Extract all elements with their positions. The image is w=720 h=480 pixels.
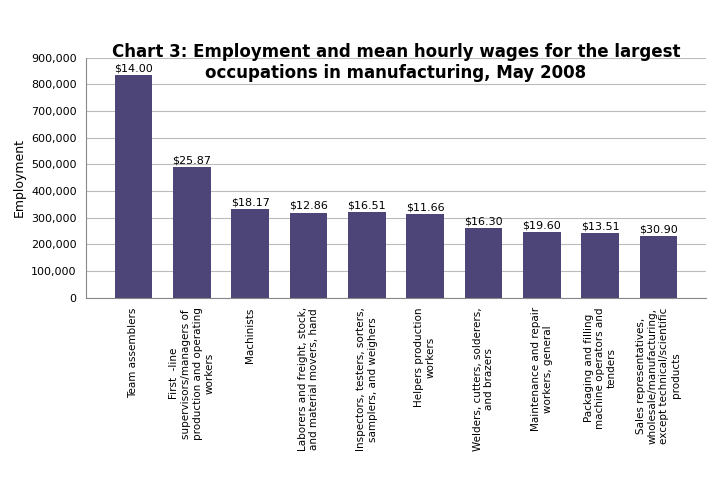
Bar: [523, 232, 561, 298]
Text: $18.17: $18.17: [230, 197, 269, 207]
Bar: [639, 236, 678, 298]
Text: $30.90: $30.90: [639, 224, 678, 234]
Text: $16.30: $16.30: [464, 216, 503, 227]
Bar: [231, 209, 269, 298]
Bar: [464, 228, 503, 298]
Text: Chart 3: Employment and mean hourly wages for the largest
occupations in manufac: Chart 3: Employment and mean hourly wage…: [112, 43, 680, 82]
Y-axis label: Employment: Employment: [12, 138, 25, 217]
Text: $14.00: $14.00: [114, 63, 153, 73]
Bar: [173, 167, 211, 298]
Bar: [348, 212, 386, 298]
Bar: [114, 75, 153, 298]
Bar: [581, 233, 619, 298]
Bar: [289, 213, 328, 298]
Bar: [406, 214, 444, 298]
Text: $16.51: $16.51: [348, 201, 386, 211]
Text: $11.66: $11.66: [406, 202, 444, 212]
Text: $12.86: $12.86: [289, 201, 328, 211]
Text: $25.87: $25.87: [172, 156, 212, 165]
Text: $13.51: $13.51: [581, 221, 619, 231]
Text: $19.60: $19.60: [523, 220, 561, 230]
